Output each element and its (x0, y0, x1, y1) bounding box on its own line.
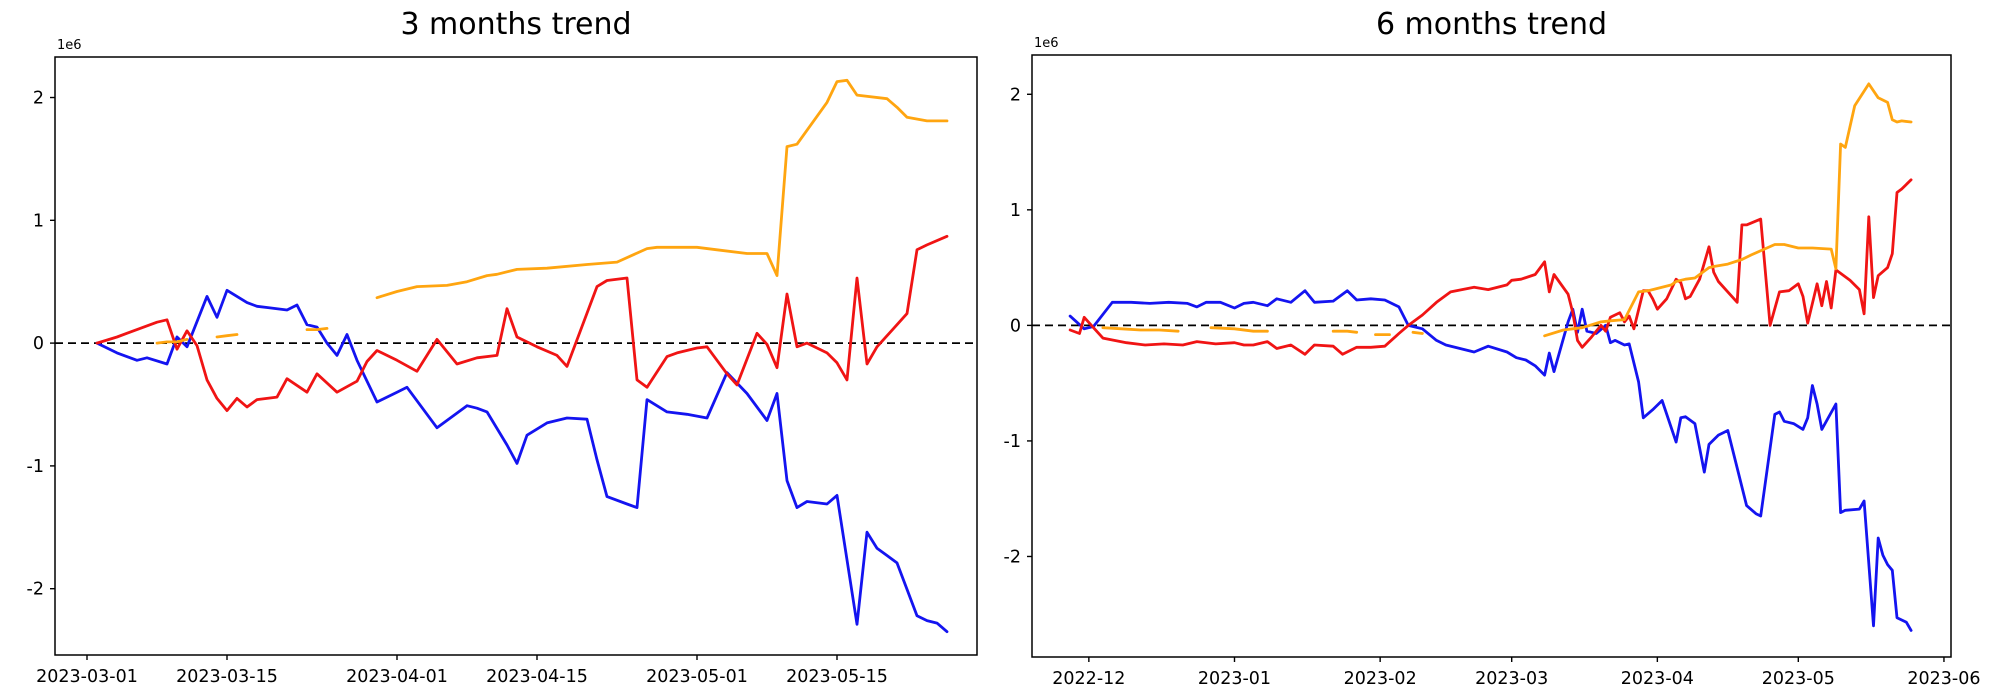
series-line-red (95, 234, 949, 413)
x-tick-label: 2023-04 (1621, 669, 1694, 689)
series-line-blue (1068, 289, 1913, 632)
series-line-orange (1543, 82, 1913, 338)
x-tick-label: 2023-03 (1475, 669, 1548, 689)
x-tick-label: 2023-05 (1762, 669, 1835, 689)
series-line-red (1068, 178, 1913, 356)
y-tick-label: -2 (1004, 547, 1021, 567)
series-line-orange (1411, 330, 1424, 335)
x-tick-label: 2023-02 (1344, 669, 1417, 689)
x-tick-label: 2023-04-01 (346, 667, 448, 687)
axis-offset-label: 1e6 (57, 38, 82, 53)
x-tick-label: 2023-03-15 (176, 667, 278, 687)
x-tick-label: 2023-04-15 (486, 667, 588, 687)
y-tick-label: 1 (1010, 201, 1021, 221)
series-line-blue (95, 288, 949, 634)
axes-frame (1031, 54, 1952, 658)
series-line-orange (215, 333, 239, 339)
y-tick-label: -2 (27, 580, 44, 600)
axis-offset-label: 1e6 (1034, 36, 1059, 51)
y-tick-label: -1 (27, 457, 44, 477)
chart-title: 6 months trend (1376, 7, 1607, 42)
axes-frame (54, 56, 978, 656)
y-tick-label: 2 (1010, 85, 1021, 105)
series-line-orange (1101, 326, 1180, 333)
x-tick-label: 2023-03-01 (36, 667, 138, 687)
series-line-orange (155, 337, 189, 345)
y-tick-label: 0 (33, 334, 44, 354)
x-tick-label: 2023-05-15 (786, 667, 888, 687)
series-line-orange (1209, 326, 1269, 333)
x-tick-label: 2023-01 (1198, 669, 1271, 689)
series-line-orange (1331, 329, 1359, 334)
series-line-orange (375, 78, 949, 300)
y-tick-label: 2 (33, 89, 44, 109)
y-tick-label: 0 (1010, 316, 1021, 336)
y-tick-label: 1 (33, 211, 44, 231)
x-tick-label: 2023-06 (1907, 669, 1980, 689)
x-tick-label: 2022-12 (1052, 669, 1125, 689)
series-line-orange (305, 326, 329, 332)
y-tick-label: -1 (1004, 432, 1021, 452)
x-tick-label: 2023-05-01 (646, 667, 748, 687)
chart-title: 3 months trend (400, 7, 631, 42)
